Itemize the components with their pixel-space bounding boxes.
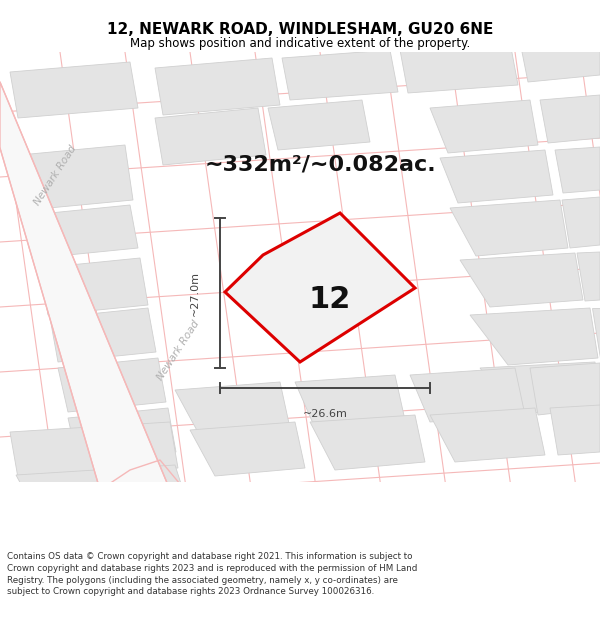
Polygon shape [562,197,600,248]
Text: Map shows position and indicative extent of the property.: Map shows position and indicative extent… [130,38,470,51]
Polygon shape [555,147,600,193]
Polygon shape [40,258,148,315]
Text: 12, NEWARK ROAD, WINDLESHAM, GU20 6NE: 12, NEWARK ROAD, WINDLESHAM, GU20 6NE [107,22,493,38]
Polygon shape [460,253,583,307]
Polygon shape [520,36,600,82]
Text: 12: 12 [309,286,351,314]
Polygon shape [410,368,525,422]
Polygon shape [450,200,568,256]
Text: Contains OS data © Crown copyright and database right 2021. This information is : Contains OS data © Crown copyright and d… [7,552,418,596]
Text: Newark Road: Newark Road [32,143,78,207]
Text: ~332m²/~0.082ac.: ~332m²/~0.082ac. [204,155,436,175]
Polygon shape [592,308,600,358]
Polygon shape [225,213,415,362]
Polygon shape [155,58,280,115]
Polygon shape [530,363,600,415]
Polygon shape [440,150,553,203]
Polygon shape [430,408,545,462]
Polygon shape [310,415,425,470]
Text: ~27.0m: ~27.0m [190,271,200,316]
Text: ~26.6m: ~26.6m [302,409,347,419]
Polygon shape [10,422,178,478]
Polygon shape [175,382,290,436]
Polygon shape [295,375,405,428]
Polygon shape [50,308,156,362]
Polygon shape [58,358,166,412]
Polygon shape [0,82,170,490]
Polygon shape [480,362,600,414]
Polygon shape [282,50,398,100]
Polygon shape [540,95,600,143]
Polygon shape [16,465,183,490]
Polygon shape [190,422,305,476]
Polygon shape [470,308,598,365]
Polygon shape [550,405,600,455]
Polygon shape [68,408,176,462]
Polygon shape [577,252,600,301]
Polygon shape [10,62,138,118]
Polygon shape [155,108,266,165]
Polygon shape [400,42,518,93]
Polygon shape [268,100,370,150]
Text: Newark Road: Newark Road [155,318,201,382]
Polygon shape [20,145,133,210]
Polygon shape [430,100,538,153]
Polygon shape [30,205,138,258]
